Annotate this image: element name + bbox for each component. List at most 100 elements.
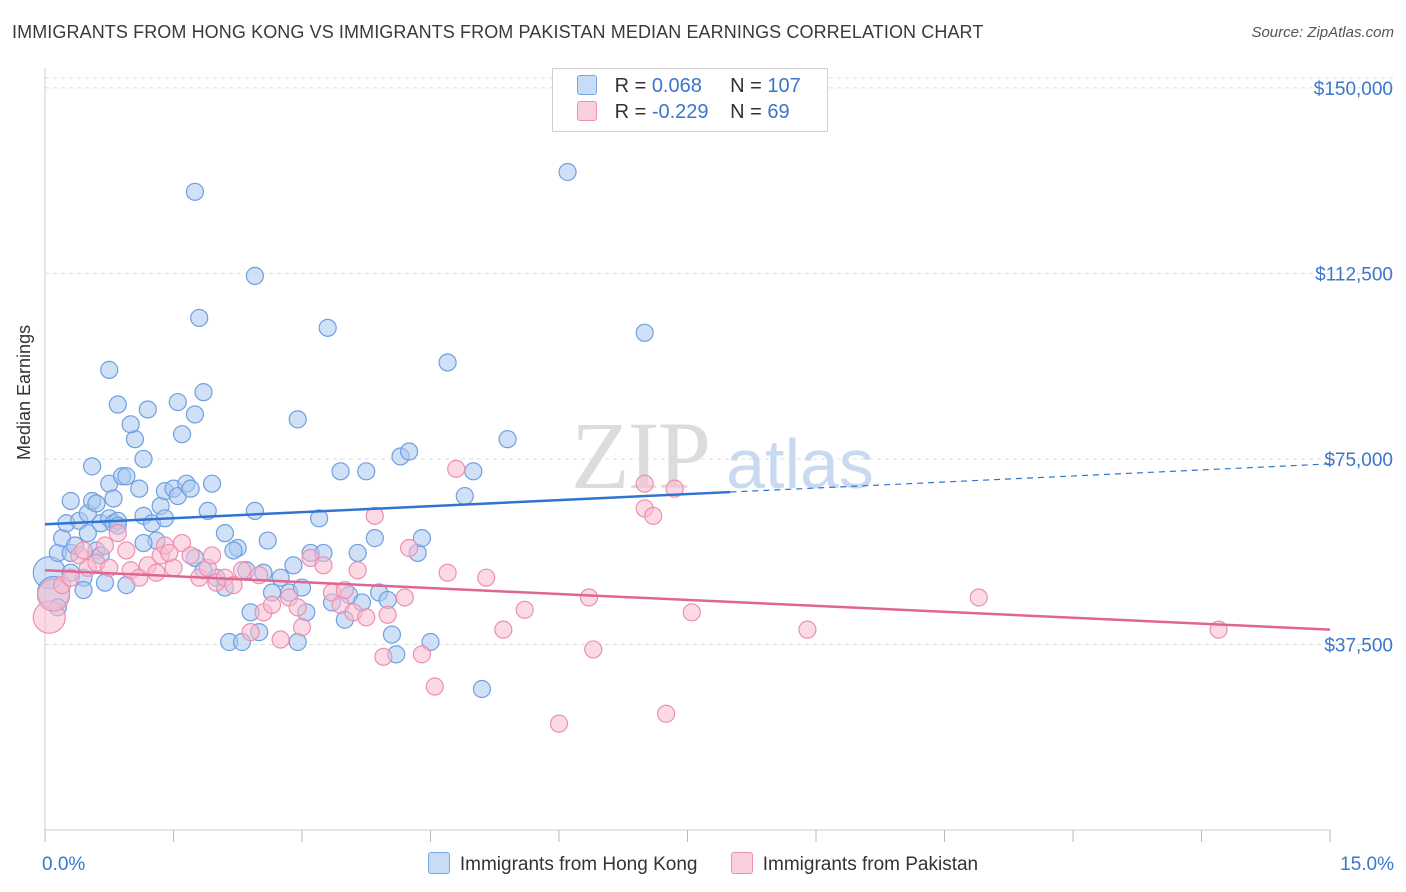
y-tick-label: $37,500 — [1324, 635, 1393, 656]
trend-line-pakistan — [44, 569, 1331, 631]
point-hong-kong-14 — [87, 494, 106, 513]
point-hong-kong-84 — [412, 529, 432, 548]
point-hong-kong-45 — [198, 501, 217, 520]
point-pakistan-40 — [348, 561, 367, 580]
axes — [44, 68, 1331, 842]
point-hong-kong-89 — [472, 679, 491, 699]
legend-r-label: R = — [614, 101, 647, 123]
point-pakistan-26 — [241, 623, 260, 642]
point-pakistan-49 — [438, 563, 457, 582]
point-hong-kong-93 — [245, 266, 264, 285]
legend-r-value: -0.229 — [651, 101, 709, 123]
x-tick-label-max: 15.0% — [1340, 854, 1394, 875]
point-hong-kong-56 — [245, 501, 264, 520]
legend-swatch-pakistan — [577, 101, 597, 121]
legend-item-pakistan[interactable]: Immigrants from Pakistan — [730, 852, 979, 876]
x-tick-label-min: 0.0% — [42, 854, 85, 875]
series-pakistan-points — [32, 459, 1228, 733]
point-hong-kong-60 — [271, 568, 290, 587]
point-hong-kong-42 — [190, 308, 209, 328]
legend-r-label: R = — [614, 75, 647, 97]
point-pakistan-43 — [374, 647, 393, 666]
point-pakistan-19 — [181, 546, 200, 565]
point-pakistan-29 — [262, 595, 282, 614]
point-pakistan-42 — [365, 506, 384, 525]
point-pakistan-68 — [160, 543, 179, 563]
point-hong-kong-62 — [284, 556, 303, 575]
point-hong-kong-91 — [558, 162, 577, 182]
y-axis-label: Median Earnings — [14, 324, 34, 460]
point-pakistan-44 — [378, 605, 397, 624]
legend-row-hong-kong: R = 0.068 N = 107 — [577, 75, 801, 101]
point-hong-kong-37 — [172, 425, 192, 444]
point-pakistan-18 — [172, 533, 192, 553]
point-pakistan-54 — [549, 714, 569, 733]
point-hong-kong-35 — [168, 392, 187, 412]
point-pakistan-57 — [635, 474, 654, 493]
point-hong-kong-97 — [74, 580, 93, 600]
point-hong-kong-25 — [100, 360, 119, 379]
point-pakistan-63 — [798, 620, 817, 639]
point-hong-kong-107 — [134, 533, 153, 553]
point-pakistan-64 — [969, 588, 988, 607]
point-pakistan-7 — [95, 536, 115, 555]
point-hong-kong-75 — [357, 462, 376, 481]
point-hong-kong-101 — [224, 541, 243, 560]
point-pakistan-52 — [494, 620, 513, 639]
point-pakistan-56 — [584, 640, 603, 659]
point-hong-kong-24 — [117, 467, 136, 486]
point-hong-kong-11 — [83, 457, 102, 476]
point-hong-kong-10 — [78, 524, 97, 543]
point-pakistan-59 — [644, 506, 663, 525]
point-pakistan-55 — [579, 588, 599, 607]
trend-line-hong-kong-projection — [730, 463, 1331, 493]
point-hong-kong-69 — [318, 318, 337, 337]
point-pakistan-24 — [224, 576, 243, 595]
point-hong-kong-88 — [464, 462, 483, 481]
legend-n-label: N = — [730, 75, 762, 97]
point-hong-kong-47 — [138, 400, 157, 419]
point-pakistan-9 — [108, 524, 127, 543]
legend-item-hong-kong[interactable]: Immigrants from Hong Kong — [427, 852, 697, 876]
legend-label-pakistan: Immigrants from Pakistan — [762, 854, 979, 875]
point-pakistan-35 — [314, 556, 333, 575]
trend-lines — [44, 463, 1331, 631]
trend-line-hong-kong — [44, 490, 731, 526]
point-pakistan-32 — [288, 598, 307, 617]
point-pakistan-62 — [682, 603, 701, 622]
point-hong-kong-43 — [194, 383, 213, 402]
legend-swatch-hong-kong — [577, 75, 597, 95]
point-pakistan-46 — [399, 538, 419, 558]
point-pakistan-25 — [232, 561, 252, 580]
point-pakistan-10 — [117, 541, 136, 560]
series-legend: Immigrants from Hong Kong Immigrants fro… — [0, 852, 1406, 876]
legend-n-value: 107 — [767, 75, 801, 97]
point-hong-kong-26 — [130, 479, 149, 498]
point-hong-kong-82 — [399, 442, 419, 461]
point-pakistan-51 — [477, 568, 496, 587]
y-tick-label: $150,000 — [1314, 79, 1393, 100]
point-hong-kong-39 — [181, 479, 200, 498]
legend-swatch-hong-kong — [427, 852, 450, 874]
point-hong-kong-92 — [635, 323, 654, 342]
tick-labels: $37,500 $75,000 $112,500 $150,000 0.0% 15.0% — [42, 79, 1394, 875]
point-hong-kong-85 — [421, 632, 440, 652]
point-pakistan-41 — [357, 608, 376, 627]
point-pakistan-38 — [335, 580, 354, 600]
point-pakistan-61 — [665, 479, 684, 498]
point-hong-kong-90 — [498, 430, 517, 449]
point-hong-kong-29 — [134, 449, 153, 469]
point-pakistan-3 — [61, 568, 80, 587]
point-hong-kong-79 — [382, 625, 402, 644]
point-hong-kong-41 — [185, 405, 205, 424]
point-hong-kong-74 — [348, 543, 367, 563]
point-hong-kong-94 — [185, 182, 205, 201]
point-pakistan-45 — [395, 588, 414, 607]
y-tick-label: $112,500 — [1315, 264, 1393, 285]
point-hong-kong-44 — [202, 474, 222, 493]
legend-swatch-pakistan — [730, 852, 753, 874]
point-hong-kong-103 — [61, 491, 80, 511]
point-hong-kong-49 — [215, 524, 234, 543]
point-hong-kong-67 — [310, 509, 329, 528]
